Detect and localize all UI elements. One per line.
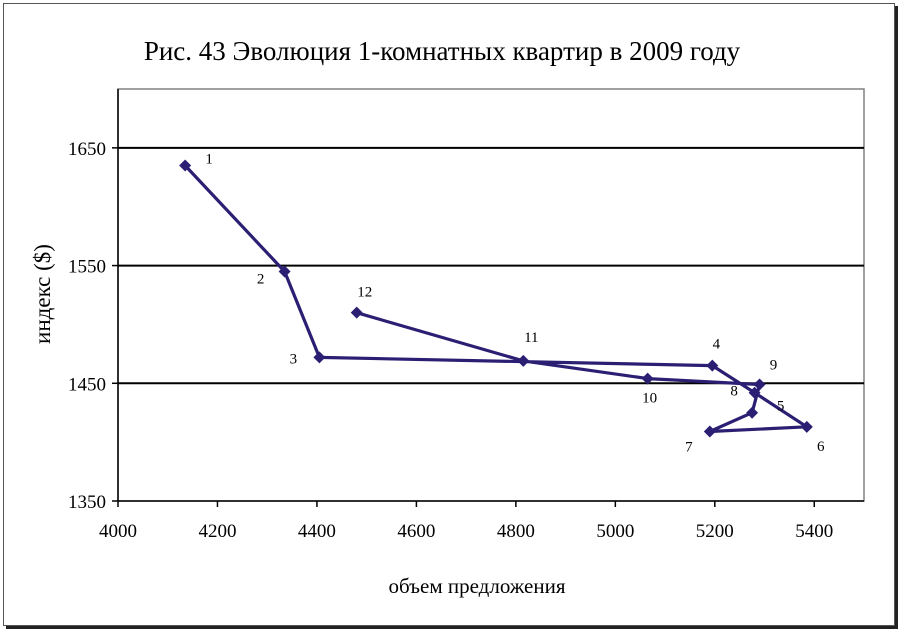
axes bbox=[117, 89, 864, 502]
point-label-10: 10 bbox=[642, 391, 657, 407]
point-label-2: 2 bbox=[257, 271, 265, 287]
y-tick-label-1450: 1450 bbox=[68, 374, 106, 395]
data-point-8 bbox=[746, 406, 759, 419]
data-point-1 bbox=[179, 159, 192, 172]
y-axis-label: индекс ($) bbox=[30, 244, 55, 344]
data-point-9 bbox=[753, 378, 766, 391]
x-tick-label-4200: 4200 bbox=[198, 521, 236, 542]
point-label-5: 5 bbox=[777, 399, 785, 415]
point-label-11: 11 bbox=[524, 330, 538, 346]
chart-frame: Рис. 43 Эволюция 1-комнатных квартир в 2… bbox=[3, 3, 895, 626]
y-tick-label-1550: 1550 bbox=[68, 257, 106, 278]
tick-labels: 1350 1450 1550 1650 4000 4200 4400 4600 4800 5000… bbox=[68, 139, 833, 542]
x-tick-label-5400: 5400 bbox=[795, 521, 833, 542]
data-point-4 bbox=[706, 359, 719, 372]
data-point-2 bbox=[278, 265, 291, 278]
data-point-11 bbox=[517, 354, 530, 367]
point-label-3: 3 bbox=[290, 351, 298, 367]
x-tick-label-5200: 5200 bbox=[696, 521, 734, 542]
x-tick-label-5000: 5000 bbox=[596, 521, 634, 542]
point-label-1: 1 bbox=[205, 152, 213, 168]
series-line bbox=[183, 164, 809, 434]
y-tick-label-1650: 1650 bbox=[68, 139, 106, 160]
point-label-6: 6 bbox=[817, 439, 825, 455]
point-label-7: 7 bbox=[685, 440, 693, 456]
point-label-8: 8 bbox=[730, 384, 738, 400]
x-axis-label: объем предложения bbox=[389, 574, 566, 598]
point-label-4: 4 bbox=[713, 337, 721, 353]
data-points bbox=[179, 159, 813, 438]
chart-title: Рис. 43 Эволюция 1-комнатных квартир в 2… bbox=[144, 36, 741, 66]
y-tick-label-1350: 1350 bbox=[68, 492, 106, 513]
plot-area bbox=[117, 88, 865, 502]
x-tick-label-4000: 4000 bbox=[99, 521, 137, 542]
data-point-6 bbox=[800, 420, 813, 433]
data-point-5 bbox=[748, 386, 761, 399]
series-polyline bbox=[183, 164, 809, 434]
data-point-7 bbox=[703, 425, 716, 438]
point-label-12: 12 bbox=[357, 285, 372, 301]
data-point-12 bbox=[350, 306, 363, 319]
x-tick-label-4600: 4600 bbox=[397, 521, 435, 542]
chart: Рис. 43 Эволюция 1-комнатных квартир в 2… bbox=[30, 36, 865, 598]
x-tick-label-4400: 4400 bbox=[298, 521, 336, 542]
data-point-3 bbox=[313, 351, 326, 364]
point-label-9: 9 bbox=[770, 357, 778, 373]
data-point-10 bbox=[641, 372, 654, 385]
x-tick-label-4800: 4800 bbox=[497, 521, 535, 542]
